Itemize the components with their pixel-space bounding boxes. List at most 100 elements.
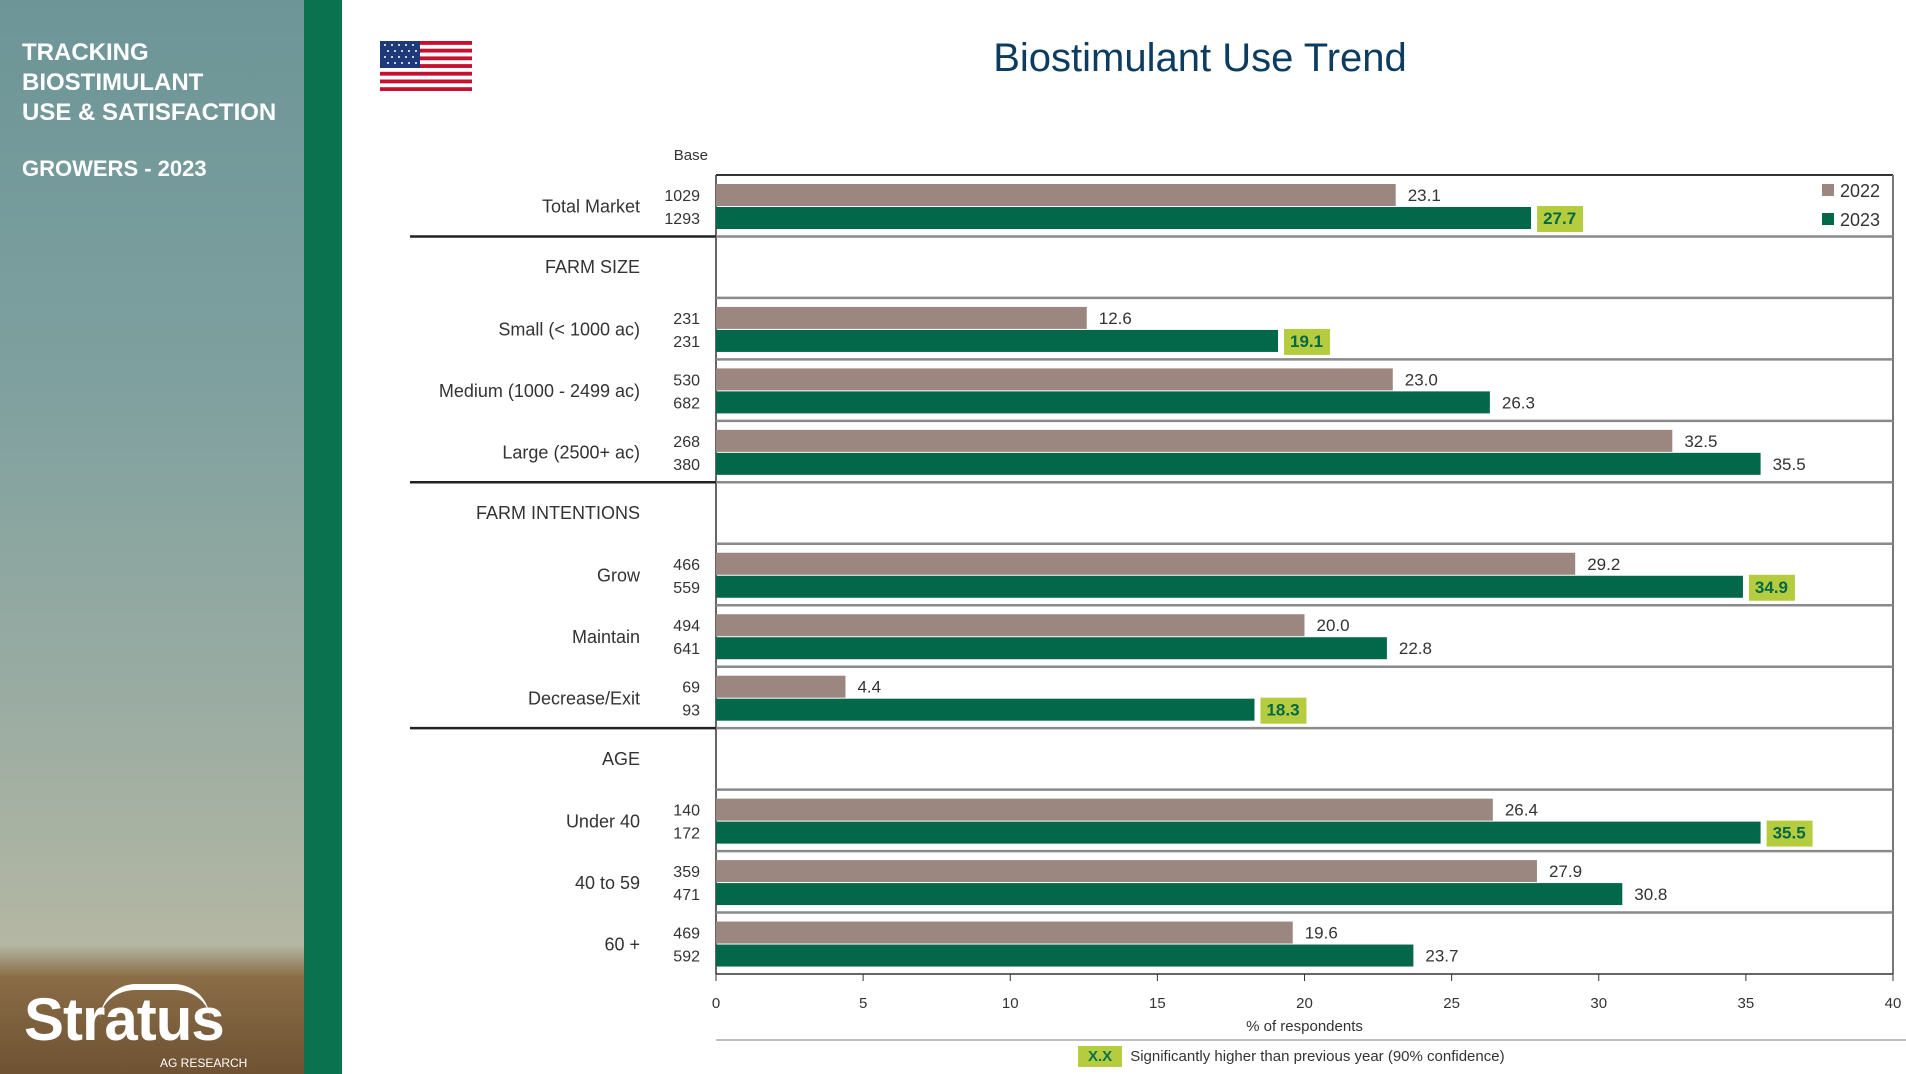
base-count: 140	[673, 803, 700, 820]
row-label: Under 40	[566, 811, 640, 831]
row-label: 60 +	[604, 934, 640, 954]
data-label: 27.7	[1543, 209, 1576, 228]
bar-2023	[716, 637, 1387, 660]
data-label: 19.1	[1290, 332, 1323, 351]
data-label: 12.6	[1099, 309, 1132, 328]
legend-swatch-2022	[1822, 184, 1834, 196]
base-count: 69	[682, 680, 700, 697]
report-subtitle: GROWERS - 2023	[22, 156, 207, 181]
x-tick-label: 40	[1885, 995, 1902, 1012]
data-label: 23.0	[1405, 370, 1438, 389]
base-count: 1029	[664, 188, 700, 205]
significance-highlight	[1260, 697, 1307, 724]
bar-2022	[716, 675, 846, 698]
us-flag-icon	[380, 41, 472, 91]
bar-2023	[716, 575, 1743, 598]
bar-2023	[716, 207, 1532, 229]
data-label: 23.1	[1408, 186, 1441, 205]
base-count: 380	[673, 457, 700, 474]
base-count: 172	[673, 826, 700, 843]
bar-2023	[716, 452, 1761, 475]
significance-text: Significantly higher than previous year …	[1130, 1048, 1505, 1065]
row-label: Medium (1000 - 2499 ac)	[439, 381, 640, 401]
stratus-logo: Stratus	[24, 986, 225, 1053]
bar-2022	[716, 614, 1305, 637]
data-label: 4.4	[857, 678, 881, 697]
row-label: Decrease/Exit	[528, 688, 640, 708]
bar-2022	[716, 429, 1673, 452]
base-count: 559	[673, 580, 700, 597]
bar-2022	[716, 306, 1087, 329]
base-count: 359	[673, 864, 700, 881]
logo-subtext: AG RESEARCH	[160, 1056, 248, 1070]
row-label: Total Market	[542, 197, 640, 217]
bar-2023	[716, 698, 1255, 721]
base-count: 530	[673, 372, 700, 389]
significance-marker: X.X	[1078, 1046, 1123, 1067]
x-tick-label: 30	[1590, 995, 1607, 1012]
x-tick-label: 10	[1002, 995, 1019, 1012]
data-label: 34.9	[1755, 578, 1788, 597]
base-count: 1293	[664, 211, 700, 228]
section-header: FARM INTENTIONS	[476, 503, 640, 523]
bar-2022	[716, 798, 1493, 821]
base-count: 268	[673, 434, 700, 451]
legend-label: 2022	[1840, 181, 1880, 201]
data-label: 26.3	[1502, 393, 1535, 412]
report-title: TRACKING BIOSTIMULANT USE & SATISFACTION	[22, 39, 277, 126]
x-tick-label: 25	[1443, 995, 1460, 1012]
logo-arc-icon	[100, 984, 210, 1020]
significance-highlight	[1284, 328, 1331, 355]
bar-2022	[716, 552, 1576, 575]
data-label: 32.5	[1684, 432, 1717, 451]
section-header: AGE	[602, 749, 640, 769]
data-label: 18.3	[1266, 701, 1299, 720]
base-count: 471	[673, 887, 700, 904]
data-label: 22.8	[1399, 639, 1432, 658]
bar-2022	[716, 860, 1537, 883]
data-label: 29.2	[1587, 555, 1620, 574]
x-tick-label: 5	[859, 995, 867, 1012]
base-count: 494	[673, 618, 700, 635]
data-label: 30.8	[1634, 885, 1667, 904]
data-label: 27.9	[1549, 862, 1582, 881]
data-label: 23.7	[1425, 947, 1458, 966]
base-count: 231	[673, 334, 700, 351]
x-tick-label: 20	[1296, 995, 1313, 1012]
section-header: FARM SIZE	[545, 257, 640, 277]
row-label: 40 to 59	[575, 873, 640, 893]
data-label: 35.5	[1773, 824, 1806, 843]
base-count: 466	[673, 557, 700, 574]
row-label: Large (2500+ ac)	[502, 443, 640, 463]
x-tick-label: 15	[1149, 995, 1166, 1012]
base-count: 682	[673, 395, 700, 412]
x-tick-label: 0	[712, 995, 720, 1012]
accent-stripe	[304, 0, 342, 1074]
significance-highlight	[1766, 820, 1813, 847]
data-label: 19.6	[1305, 924, 1338, 943]
bar-2023	[716, 329, 1279, 352]
row-label: Grow	[597, 566, 641, 586]
bar-2023	[716, 944, 1414, 967]
significance-note: X.X Significantly higher than previous y…	[1078, 1046, 1505, 1067]
row-label: Small (< 1000 ac)	[498, 320, 640, 340]
base-count: 93	[682, 703, 700, 720]
bar-2022	[716, 921, 1293, 944]
bar-2023	[716, 883, 1623, 906]
x-tick-label: 35	[1738, 995, 1755, 1012]
row-label: Maintain	[572, 627, 640, 647]
data-label: 20.0	[1317, 616, 1350, 635]
base-header: Base	[674, 147, 708, 164]
base-count: 641	[673, 641, 700, 658]
bar-2023	[716, 391, 1490, 414]
x-axis-title: % of respondents	[1246, 1018, 1363, 1035]
base-count: 231	[673, 311, 700, 328]
data-label: 26.4	[1505, 801, 1538, 820]
bar-2022	[716, 368, 1393, 391]
significance-highlight	[1537, 206, 1584, 232]
legend-swatch-2023	[1822, 213, 1834, 225]
base-count: 592	[673, 949, 700, 966]
base-count: 469	[673, 926, 700, 943]
bar-2023	[716, 821, 1761, 844]
